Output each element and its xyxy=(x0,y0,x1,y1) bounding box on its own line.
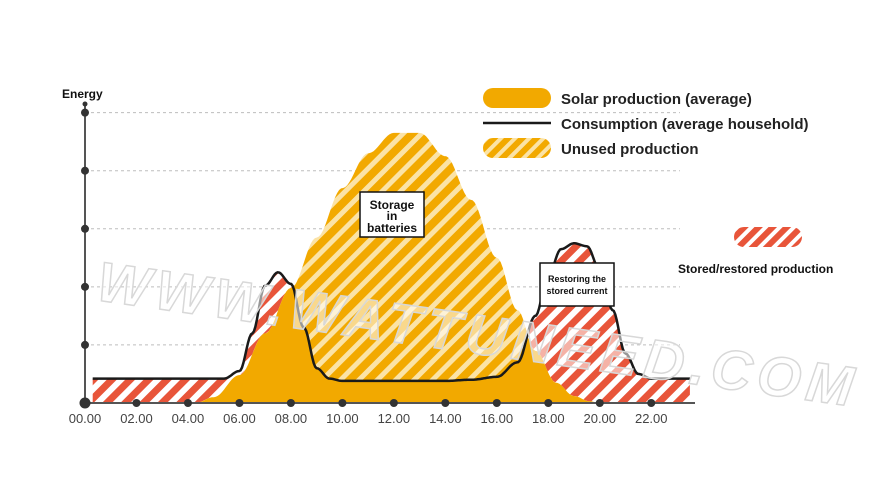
y-tick-dot xyxy=(81,108,89,117)
x-tick-dot xyxy=(79,397,91,409)
x-tick-label: 10.00 xyxy=(326,411,359,426)
x-tick-dot xyxy=(595,399,604,407)
x-tick-dot xyxy=(544,399,553,407)
storage-line-2: in xyxy=(387,209,398,223)
stored-restored-area xyxy=(92,243,690,403)
x-tick-dot xyxy=(338,399,347,407)
consumption-line-layer xyxy=(92,242,690,383)
legend-label-solar: Solar production (average) xyxy=(561,91,752,108)
restoring-annotation: Restoring the stored current xyxy=(539,262,615,307)
legend-swatch-stored xyxy=(734,227,802,247)
restoring-line-1: Restoring the xyxy=(548,274,606,284)
y-axis-end-dot xyxy=(82,101,88,107)
side-legend: Stored/restored production xyxy=(678,227,833,276)
x-tick-label: 20.00 xyxy=(583,411,616,426)
x-tick-dot xyxy=(286,399,295,407)
x-tick-label: 00.00 xyxy=(69,411,102,426)
x-tick-dot xyxy=(441,399,450,407)
y-tick-dot xyxy=(81,340,89,349)
x-tick-dot xyxy=(647,399,656,407)
x-tick-label: 14.00 xyxy=(429,411,462,426)
legend-swatch-solar xyxy=(483,88,551,108)
restoring-line-2: stored current xyxy=(546,286,607,296)
x-tick-dot xyxy=(389,399,398,407)
storage-line-3: batteries xyxy=(367,221,417,235)
x-tick-dot xyxy=(132,399,141,407)
x-tick-label: 04.00 xyxy=(172,411,205,426)
unused-production-area xyxy=(195,132,600,381)
legend: Solar production (average) Consumption (… xyxy=(483,88,809,158)
legend-label-consumption: Consumption (average household) xyxy=(561,116,809,133)
storage-annotation: Storage in batteries xyxy=(359,191,425,238)
consumption-line xyxy=(92,242,690,383)
y-tick-dot xyxy=(81,166,89,175)
storage-line-1: Storage xyxy=(370,198,415,212)
x-tick-label: 02.00 xyxy=(120,411,153,426)
x-tick-dot xyxy=(183,399,192,407)
x-tick-dot xyxy=(492,399,501,407)
y-tick-dot xyxy=(81,282,89,291)
x-tick-label: 06.00 xyxy=(223,411,256,426)
axes: 00.00 02.00 04.00 06.00 08.00 10.00 12.00 14.00… xyxy=(69,101,695,426)
areas xyxy=(92,132,690,403)
legend-swatch-unused xyxy=(483,138,551,158)
x-tick-label: 16.00 xyxy=(481,411,514,426)
solar-used-area xyxy=(195,287,600,403)
x-tick-label: 18.00 xyxy=(532,411,565,426)
legend-label-stored: Stored/restored production xyxy=(678,262,833,276)
x-tick-label: 22.00 xyxy=(635,411,668,426)
x-tick-dot xyxy=(235,399,244,407)
y-axis-label: Energy xyxy=(62,87,103,101)
y-tick-dot xyxy=(81,224,89,233)
x-tick-label: 08.00 xyxy=(275,411,308,426)
x-tick-label: 12.00 xyxy=(378,411,411,426)
legend-label-unused: Unused production xyxy=(561,141,699,158)
